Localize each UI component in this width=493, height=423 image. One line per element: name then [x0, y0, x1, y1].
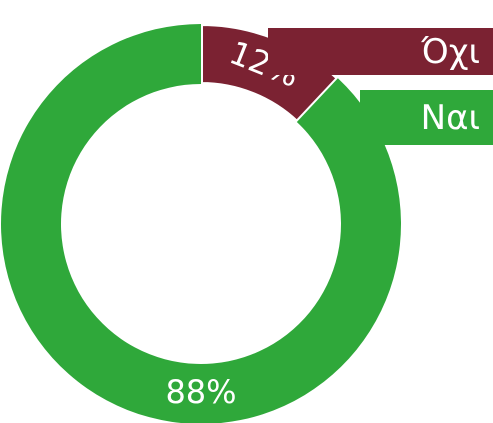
donut-slice	[1, 24, 401, 423]
legend-label: Ναι	[421, 98, 480, 138]
legend-label: Όχι	[420, 32, 480, 72]
legend-swatch	[360, 90, 493, 145]
legend-swatch	[268, 28, 493, 75]
value-label: 88%	[165, 373, 236, 411]
